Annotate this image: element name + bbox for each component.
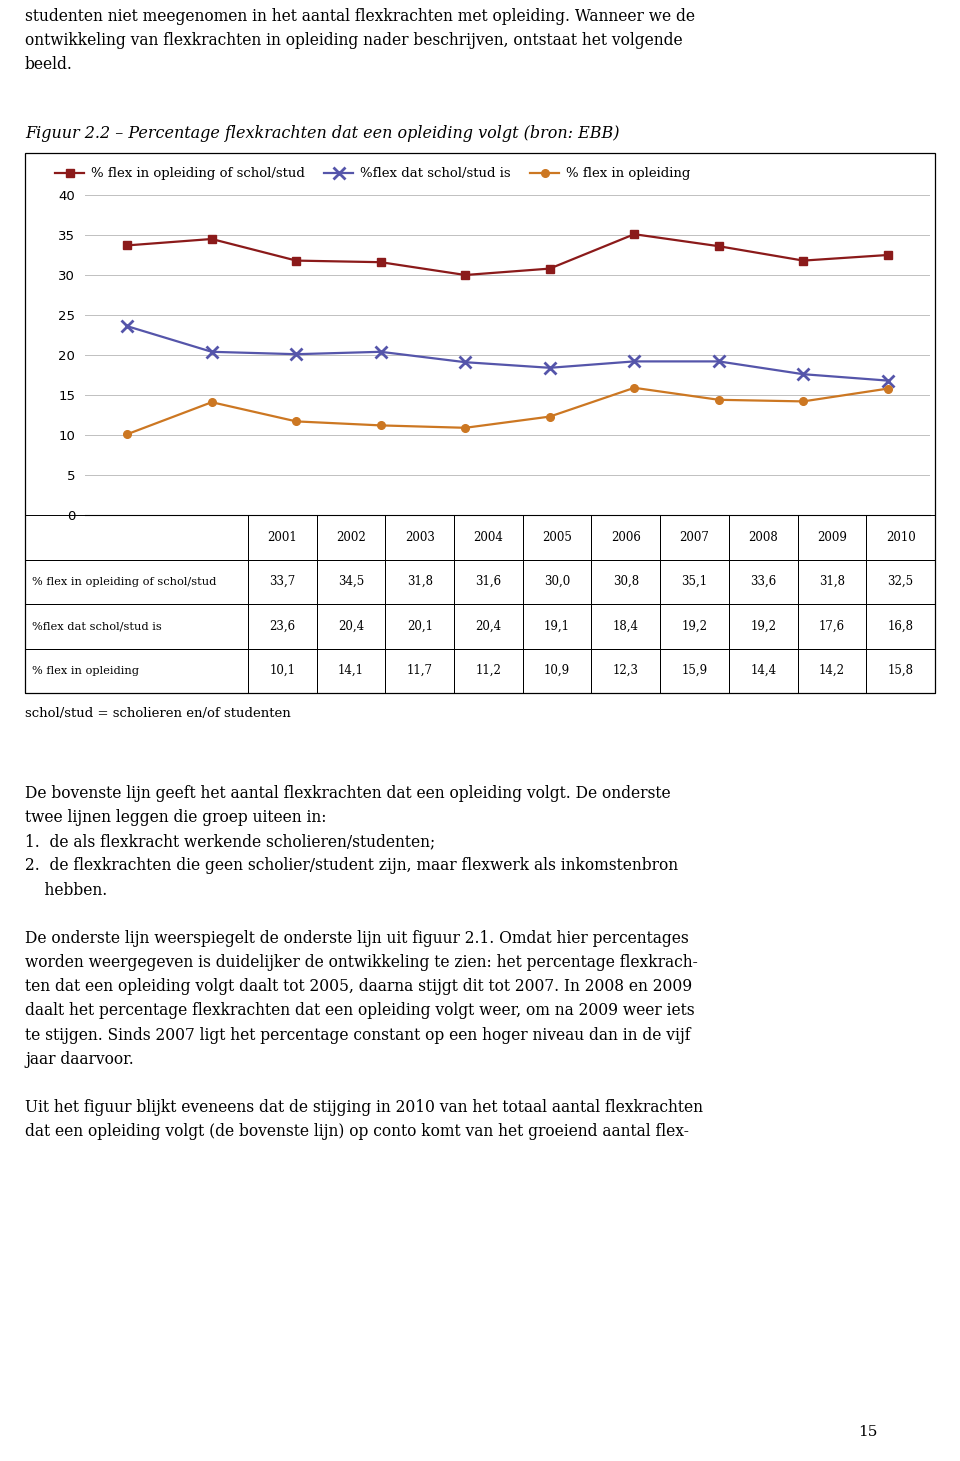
Text: 10,9: 10,9 (544, 665, 570, 678)
Text: De bovenste lijn geeft het aantal flexkrachten dat een opleiding volgt. De onder: De bovenste lijn geeft het aantal flexkr… (25, 785, 703, 1140)
Text: 2004: 2004 (473, 530, 503, 543)
Text: 32,5: 32,5 (888, 576, 914, 589)
Text: 17,6: 17,6 (819, 619, 845, 633)
Text: 15,9: 15,9 (682, 665, 708, 678)
Text: 2005: 2005 (542, 530, 572, 543)
Text: 14,1: 14,1 (338, 665, 364, 678)
Text: 11,2: 11,2 (475, 665, 501, 678)
Text: 12,3: 12,3 (612, 665, 638, 678)
Text: 33,6: 33,6 (750, 576, 777, 589)
Text: % flex in opleiding of schol/stud: % flex in opleiding of schol/stud (33, 577, 217, 587)
Legend: % flex in opleiding of schol/stud, %flex dat schol/stud is, % flex in opleiding: % flex in opleiding of schol/stud, %flex… (50, 162, 696, 186)
Text: 2002: 2002 (336, 530, 366, 543)
Text: 30,8: 30,8 (612, 576, 639, 589)
Text: 10,1: 10,1 (270, 665, 296, 678)
Text: 2006: 2006 (611, 530, 640, 543)
Text: 19,2: 19,2 (682, 619, 708, 633)
Text: 31,8: 31,8 (407, 576, 433, 589)
Text: 23,6: 23,6 (269, 619, 296, 633)
Text: 14,4: 14,4 (750, 665, 777, 678)
Text: 20,4: 20,4 (338, 619, 364, 633)
Text: 19,1: 19,1 (544, 619, 570, 633)
Text: 11,7: 11,7 (407, 665, 433, 678)
Text: 2003: 2003 (405, 530, 435, 543)
Text: 16,8: 16,8 (888, 619, 914, 633)
Text: 30,0: 30,0 (544, 576, 570, 589)
Text: 35,1: 35,1 (682, 576, 708, 589)
Text: % flex in opleiding: % flex in opleiding (33, 666, 139, 676)
Text: 14,2: 14,2 (819, 665, 845, 678)
Text: 2010: 2010 (886, 530, 916, 543)
Text: 20,1: 20,1 (407, 619, 433, 633)
Text: schol/stud = scholieren en/of studenten: schol/stud = scholieren en/of studenten (25, 707, 291, 720)
Text: 34,5: 34,5 (338, 576, 364, 589)
Text: Figuur 2.2 – Percentage flexkrachten dat een opleiding volgt (bron: EBB): Figuur 2.2 – Percentage flexkrachten dat… (25, 124, 619, 142)
Text: 31,6: 31,6 (475, 576, 501, 589)
Text: %flex dat schol/stud is: %flex dat schol/stud is (33, 621, 162, 631)
Text: 33,7: 33,7 (269, 576, 296, 589)
Text: 31,8: 31,8 (819, 576, 845, 589)
Text: 2001: 2001 (268, 530, 298, 543)
Text: 15: 15 (858, 1426, 877, 1439)
Text: 19,2: 19,2 (750, 619, 777, 633)
Text: 2007: 2007 (680, 530, 709, 543)
Text: 18,4: 18,4 (612, 619, 638, 633)
Text: 2008: 2008 (749, 530, 779, 543)
Text: 20,4: 20,4 (475, 619, 501, 633)
Text: 2009: 2009 (817, 530, 847, 543)
Text: 15,8: 15,8 (888, 665, 914, 678)
Text: studenten niet meegenomen in het aantal flexkrachten met opleiding. Wanneer we d: studenten niet meegenomen in het aantal … (25, 7, 695, 73)
